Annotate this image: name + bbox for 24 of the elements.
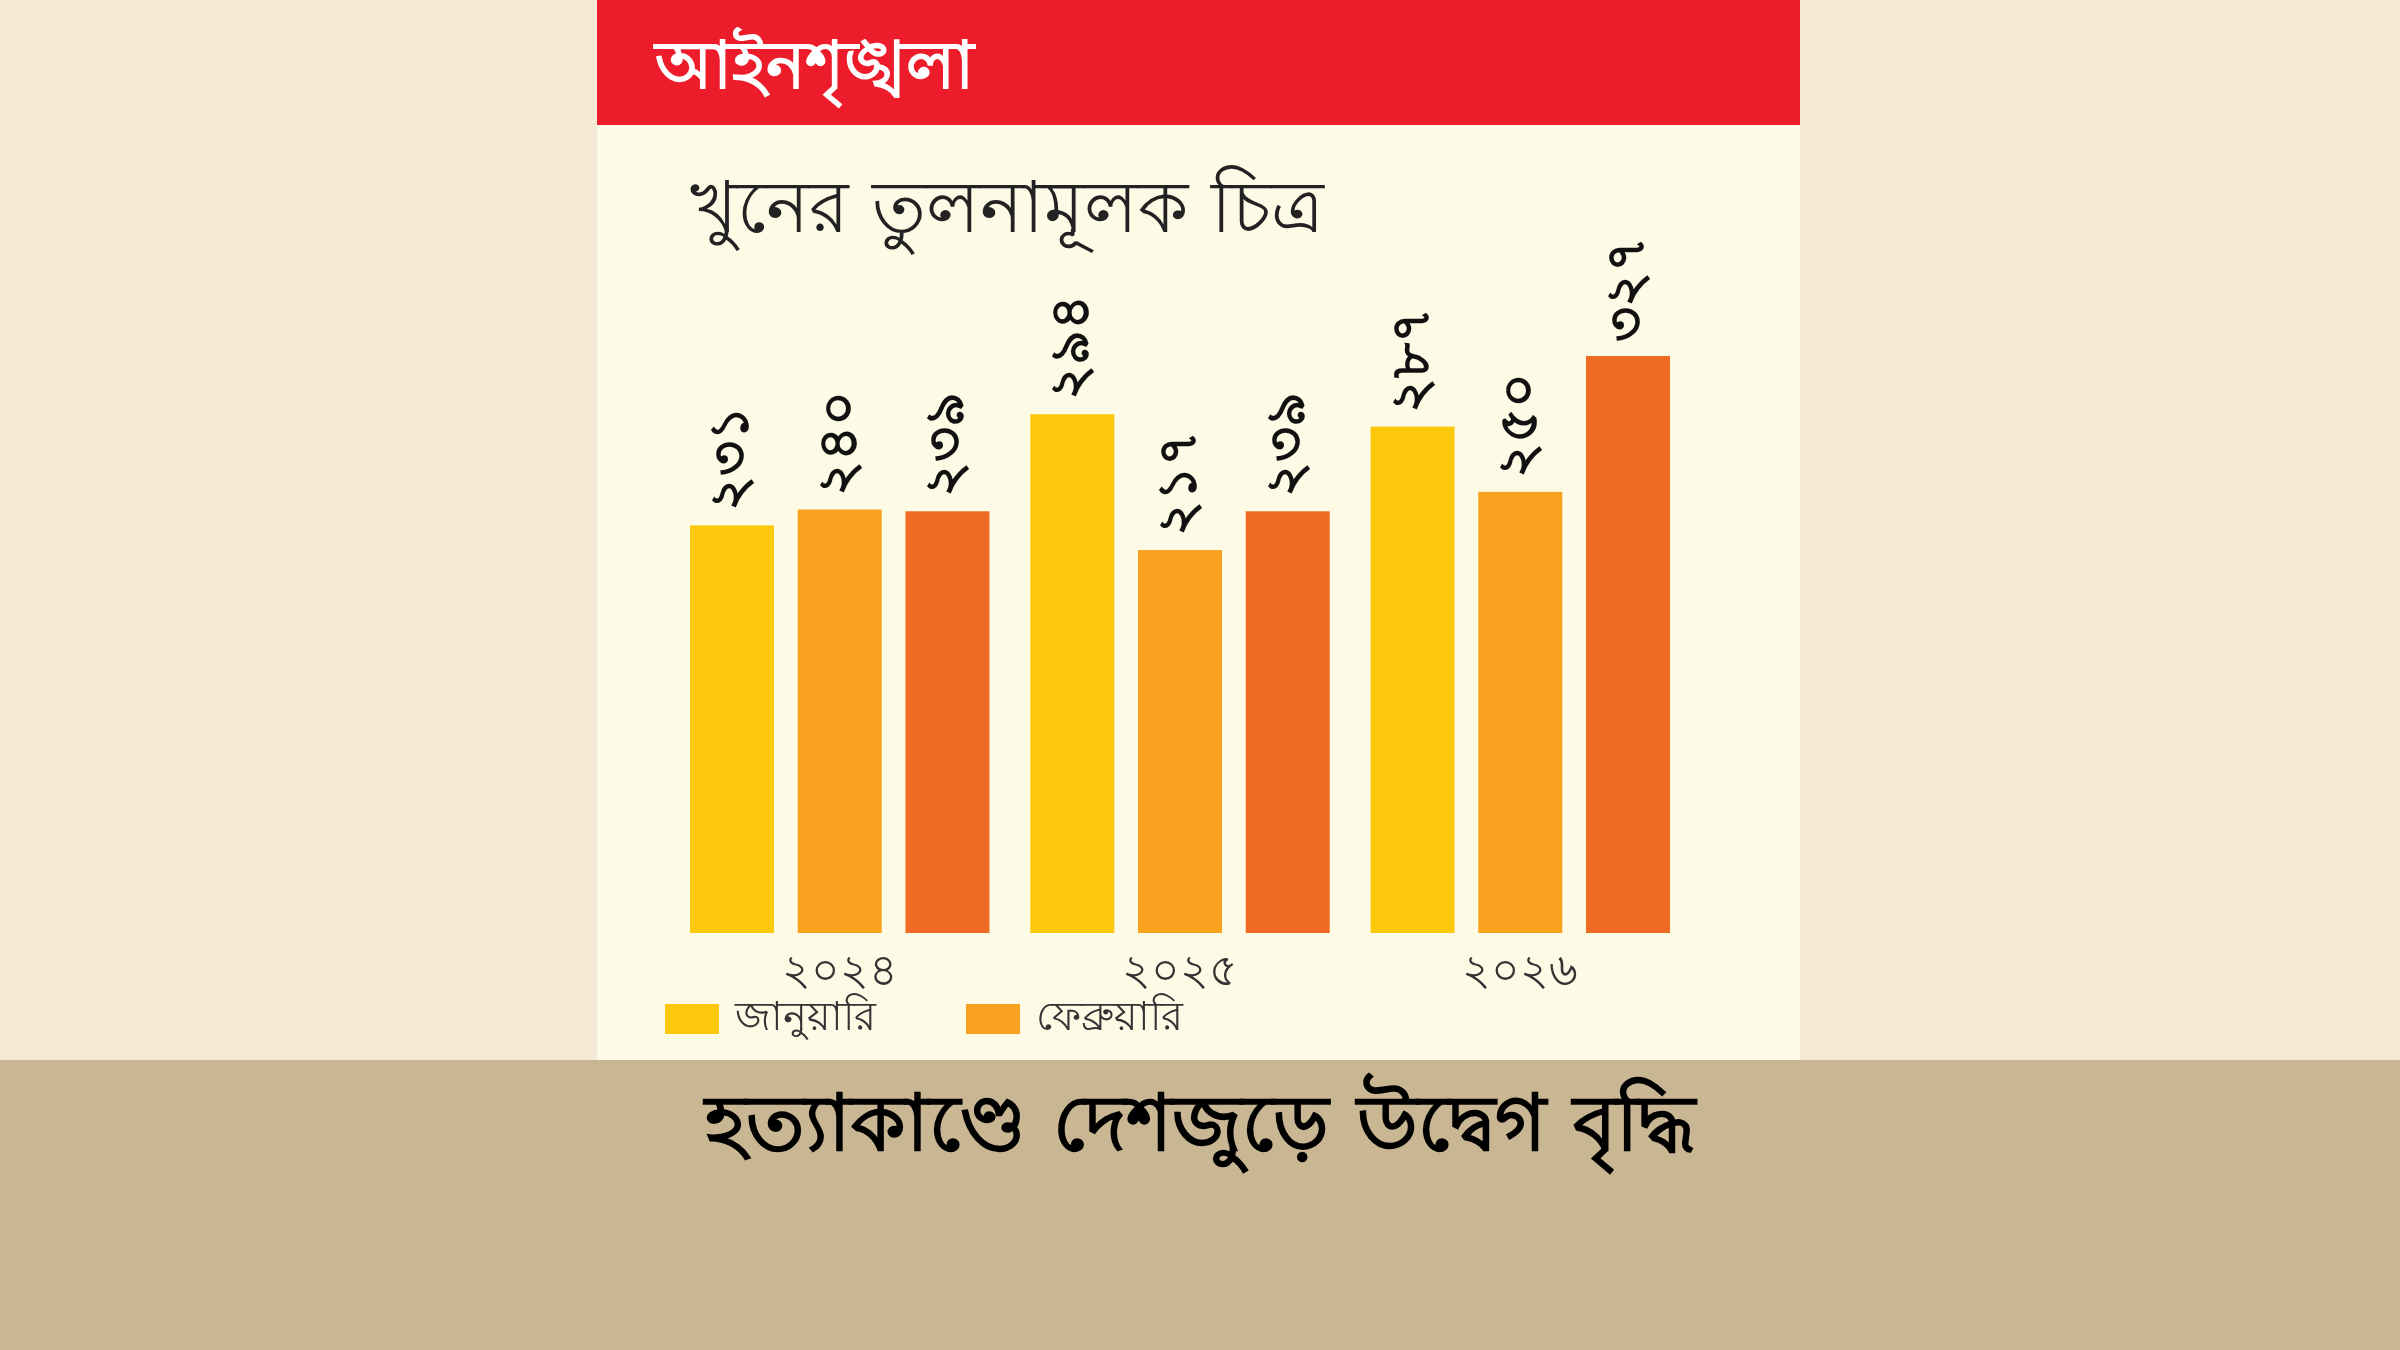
data-label: ২৪০ xyxy=(805,390,869,496)
chart-title: খুনের তুলনামূলক চিত্র xyxy=(690,165,1325,255)
bar xyxy=(1478,491,1563,933)
bar xyxy=(1585,356,1670,933)
data-label: ২৩৯ xyxy=(1253,392,1317,498)
bar xyxy=(690,525,775,933)
bar xyxy=(905,511,990,933)
data-label: ২৩৯ xyxy=(913,392,977,498)
x-tick-label: ২০২৬ xyxy=(1462,944,1579,995)
legend-label: ফেব্রুয়ারি xyxy=(1036,993,1184,1039)
text: আইনশৃঙ্খলা xyxy=(653,26,977,109)
bar xyxy=(1030,414,1115,933)
bar xyxy=(1370,426,1455,933)
data-label: ২৫০ xyxy=(1486,372,1550,478)
data-label: ২১৭ xyxy=(1146,431,1209,537)
text: হত্যাকাণ্ডে দেশজুড়ে উদ্বেগ বৃদ্ধি xyxy=(702,1072,1698,1175)
data-label: ২৩১ xyxy=(698,406,762,512)
bar xyxy=(1245,511,1330,933)
data-label: ৩২৭ xyxy=(1593,237,1657,342)
data-label: ২৯৪ xyxy=(1038,295,1102,401)
bar xyxy=(1137,550,1223,933)
bar xyxy=(797,509,882,933)
legend-label: জানুয়ারি xyxy=(734,993,877,1040)
data-label: ২৮৭ xyxy=(1378,307,1442,413)
